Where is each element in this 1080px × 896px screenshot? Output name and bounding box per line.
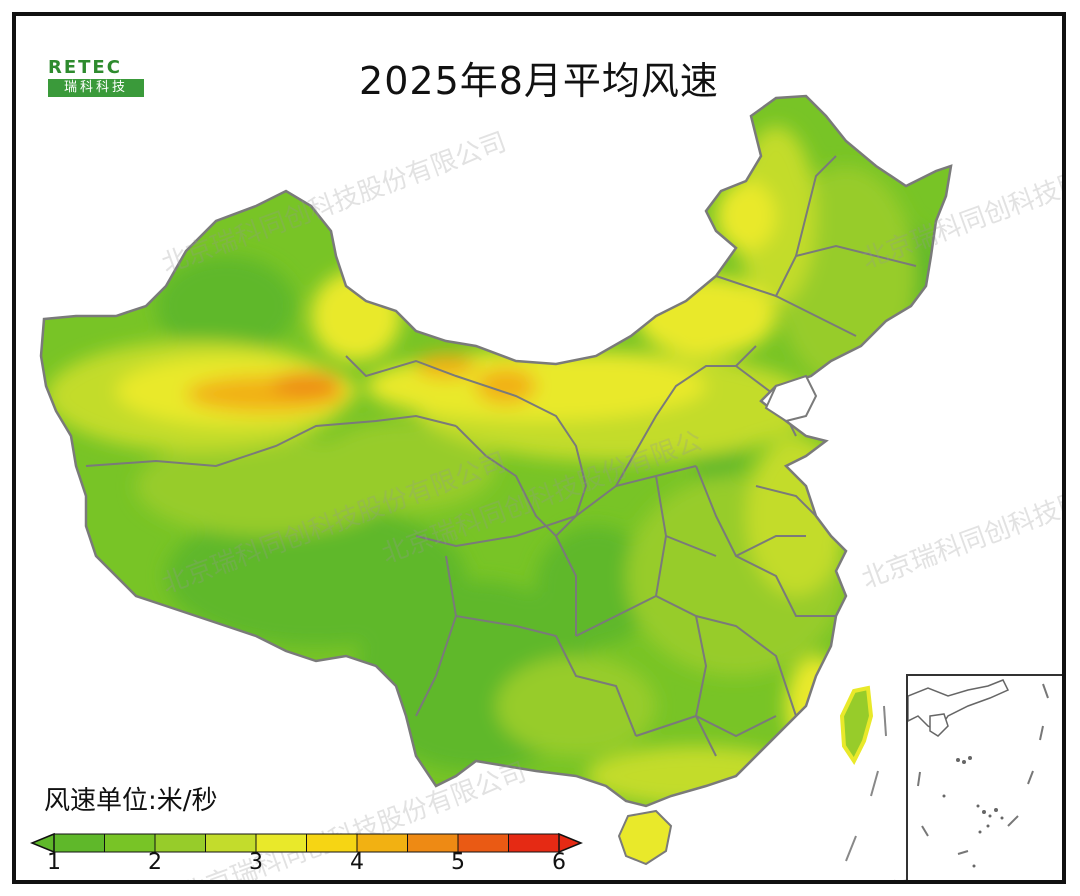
- south-china-sea-inset: [906, 674, 1062, 880]
- legend-arrow-high: [558, 832, 583, 854]
- inset-islands: [942, 756, 1004, 868]
- legend-tick: 4: [350, 850, 364, 875]
- wind-field: [46, 126, 941, 806]
- retec-logo: RETEC 瑞科科技: [48, 58, 144, 97]
- legend-bin: [154, 833, 206, 853]
- map-frame: 2025年8月平均风速 RETEC 瑞科科技 北京瑞科同创科技股份有限公司 北京…: [12, 12, 1066, 884]
- inset-dashes: [917, 683, 1049, 855]
- inset-coastline: [907, 679, 1010, 732]
- legend-tick: 2: [148, 850, 162, 875]
- hainan-island: [617, 809, 673, 866]
- logo-chinese-name: 瑞科科技: [48, 79, 144, 97]
- legend-tick: 3: [249, 850, 263, 875]
- legend-bin: [356, 833, 408, 853]
- map-title: 2025年8月平均风速: [359, 59, 719, 103]
- legend-tick: 5: [451, 850, 465, 875]
- bohai-sea: [764, 374, 818, 423]
- taiwan-island: [839, 685, 874, 765]
- color-legend: [30, 832, 583, 854]
- legend-tick: 6: [552, 850, 566, 875]
- province-boundaries: [85, 155, 917, 757]
- legend-bin: [457, 833, 509, 853]
- legend-bin: [53, 833, 105, 853]
- legend-arrow-low: [30, 832, 55, 854]
- legend-bin: [255, 833, 307, 853]
- logo-wordmark: RETEC: [48, 57, 122, 78]
- sea-boundary-dashes: [845, 705, 887, 862]
- legend-unit-label: 风速单位:米/秒: [44, 786, 218, 816]
- wind-speed-map: [39, 94, 953, 866]
- legend-tick: 1: [47, 850, 61, 875]
- inset-hainan: [929, 713, 949, 737]
- inset-map: [907, 679, 1049, 868]
